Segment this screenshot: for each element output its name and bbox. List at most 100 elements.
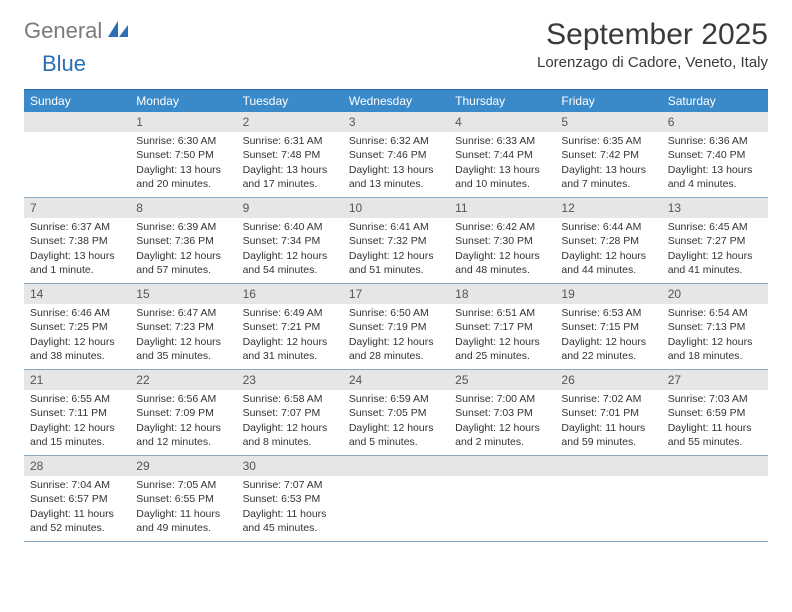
daylight-text: Daylight: 11 hours and 59 minutes. (561, 421, 655, 449)
sunset-text: Sunset: 6:53 PM (243, 492, 337, 506)
sunrise-text: Sunrise: 7:07 AM (243, 478, 337, 492)
cell-body: Sunrise: 6:33 AMSunset: 7:44 PMDaylight:… (449, 132, 555, 197)
cell-body: Sunrise: 6:44 AMSunset: 7:28 PMDaylight:… (555, 218, 661, 283)
sunset-text: Sunset: 7:07 PM (243, 406, 337, 420)
sunrise-text: Sunrise: 7:02 AM (561, 392, 655, 406)
daylight-text: Daylight: 12 hours and 18 minutes. (668, 335, 762, 363)
cell-body: Sunrise: 6:50 AMSunset: 7:19 PMDaylight:… (343, 304, 449, 369)
cell-body: Sunrise: 6:37 AMSunset: 7:38 PMDaylight:… (24, 218, 130, 283)
cell-body: Sunrise: 6:56 AMSunset: 7:09 PMDaylight:… (130, 390, 236, 455)
cell-body: Sunrise: 6:54 AMSunset: 7:13 PMDaylight:… (662, 304, 768, 369)
day-number: 23 (237, 370, 343, 390)
calendar-cell: 12Sunrise: 6:44 AMSunset: 7:28 PMDayligh… (555, 198, 661, 284)
sunset-text: Sunset: 7:27 PM (668, 234, 762, 248)
logo-text-gray: General (24, 18, 102, 44)
daylight-text: Daylight: 12 hours and 28 minutes. (349, 335, 443, 363)
day-header: Friday (555, 90, 661, 112)
daylight-text: Daylight: 13 hours and 10 minutes. (455, 163, 549, 191)
sunset-text: Sunset: 7:19 PM (349, 320, 443, 334)
calendar-cell: 8Sunrise: 6:39 AMSunset: 7:36 PMDaylight… (130, 198, 236, 284)
cell-body: Sunrise: 7:05 AMSunset: 6:55 PMDaylight:… (130, 476, 236, 541)
sunset-text: Sunset: 6:57 PM (30, 492, 124, 506)
sunrise-text: Sunrise: 6:53 AM (561, 306, 655, 320)
cell-body: Sunrise: 6:53 AMSunset: 7:15 PMDaylight:… (555, 304, 661, 369)
sunset-text: Sunset: 7:36 PM (136, 234, 230, 248)
cell-body: Sunrise: 7:03 AMSunset: 6:59 PMDaylight:… (662, 390, 768, 455)
cell-body: Sunrise: 6:51 AMSunset: 7:17 PMDaylight:… (449, 304, 555, 369)
cell-body: Sunrise: 7:07 AMSunset: 6:53 PMDaylight:… (237, 476, 343, 541)
sunrise-text: Sunrise: 6:51 AM (455, 306, 549, 320)
sunset-text: Sunset: 7:50 PM (136, 148, 230, 162)
day-number: 3 (343, 112, 449, 132)
sunrise-text: Sunrise: 6:46 AM (30, 306, 124, 320)
calendar-cell: 3Sunrise: 6:32 AMSunset: 7:46 PMDaylight… (343, 112, 449, 198)
sunrise-text: Sunrise: 6:40 AM (243, 220, 337, 234)
sunrise-text: Sunrise: 7:04 AM (30, 478, 124, 492)
calendar-cell: 17Sunrise: 6:50 AMSunset: 7:19 PMDayligh… (343, 284, 449, 370)
calendar-cell: 11Sunrise: 6:42 AMSunset: 7:30 PMDayligh… (449, 198, 555, 284)
calendar-cell: 25Sunrise: 7:00 AMSunset: 7:03 PMDayligh… (449, 370, 555, 456)
cell-body: Sunrise: 6:49 AMSunset: 7:21 PMDaylight:… (237, 304, 343, 369)
sunrise-text: Sunrise: 6:45 AM (668, 220, 762, 234)
day-number: 19 (555, 284, 661, 304)
calendar-cell: 18Sunrise: 6:51 AMSunset: 7:17 PMDayligh… (449, 284, 555, 370)
calendar-cell-empty (555, 456, 661, 542)
sunrise-text: Sunrise: 6:42 AM (455, 220, 549, 234)
calendar-cell: 27Sunrise: 7:03 AMSunset: 6:59 PMDayligh… (662, 370, 768, 456)
sunrise-text: Sunrise: 6:55 AM (30, 392, 124, 406)
sunset-text: Sunset: 7:34 PM (243, 234, 337, 248)
sunrise-text: Sunrise: 6:39 AM (136, 220, 230, 234)
calendar-cell: 1Sunrise: 6:30 AMSunset: 7:50 PMDaylight… (130, 112, 236, 198)
day-number: 10 (343, 198, 449, 218)
cell-body: Sunrise: 6:35 AMSunset: 7:42 PMDaylight:… (555, 132, 661, 197)
cell-body: Sunrise: 6:32 AMSunset: 7:46 PMDaylight:… (343, 132, 449, 197)
calendar-cell: 4Sunrise: 6:33 AMSunset: 7:44 PMDaylight… (449, 112, 555, 198)
day-number: 12 (555, 198, 661, 218)
location-label: Lorenzago di Cadore, Veneto, Italy (537, 54, 768, 71)
day-header: Saturday (662, 90, 768, 112)
sunrise-text: Sunrise: 6:56 AM (136, 392, 230, 406)
daylight-text: Daylight: 12 hours and 38 minutes. (30, 335, 124, 363)
calendar-cell: 15Sunrise: 6:47 AMSunset: 7:23 PMDayligh… (130, 284, 236, 370)
sunrise-text: Sunrise: 6:41 AM (349, 220, 443, 234)
sunset-text: Sunset: 6:59 PM (668, 406, 762, 420)
daylight-text: Daylight: 12 hours and 57 minutes. (136, 249, 230, 277)
day-number: 21 (24, 370, 130, 390)
calendar-cell: 29Sunrise: 7:05 AMSunset: 6:55 PMDayligh… (130, 456, 236, 542)
logo: General (24, 18, 132, 44)
calendar-cell-empty (662, 456, 768, 542)
cell-body: Sunrise: 6:42 AMSunset: 7:30 PMDaylight:… (449, 218, 555, 283)
day-number: 1 (130, 112, 236, 132)
sunset-text: Sunset: 7:38 PM (30, 234, 124, 248)
day-number: 22 (130, 370, 236, 390)
cell-body: Sunrise: 6:31 AMSunset: 7:48 PMDaylight:… (237, 132, 343, 197)
daylight-text: Daylight: 12 hours and 35 minutes. (136, 335, 230, 363)
cell-body: Sunrise: 6:58 AMSunset: 7:07 PMDaylight:… (237, 390, 343, 455)
daylight-text: Daylight: 13 hours and 20 minutes. (136, 163, 230, 191)
day-number: 11 (449, 198, 555, 218)
calendar-cell-empty (24, 112, 130, 198)
sunset-text: Sunset: 7:03 PM (455, 406, 549, 420)
daylight-text: Daylight: 13 hours and 13 minutes. (349, 163, 443, 191)
sunset-text: Sunset: 7:30 PM (455, 234, 549, 248)
sunrise-text: Sunrise: 6:44 AM (561, 220, 655, 234)
daylight-text: Daylight: 11 hours and 52 minutes. (30, 507, 124, 535)
daylight-text: Daylight: 12 hours and 5 minutes. (349, 421, 443, 449)
sunset-text: Sunset: 7:11 PM (30, 406, 124, 420)
sunrise-text: Sunrise: 7:05 AM (136, 478, 230, 492)
sunrise-text: Sunrise: 6:36 AM (668, 134, 762, 148)
sunset-text: Sunset: 7:01 PM (561, 406, 655, 420)
daylight-text: Daylight: 11 hours and 49 minutes. (136, 507, 230, 535)
daylight-text: Daylight: 13 hours and 4 minutes. (668, 163, 762, 191)
calendar-cell: 5Sunrise: 6:35 AMSunset: 7:42 PMDaylight… (555, 112, 661, 198)
calendar-cell: 28 Sunrise: 7:04 AMSunset: 6:57 PMDayligh… (24, 456, 130, 542)
day-number: 9 (237, 198, 343, 218)
daylight-text: Daylight: 12 hours and 2 minutes. (455, 421, 549, 449)
sunset-text: Sunset: 7:15 PM (561, 320, 655, 334)
day-number: 28 (24, 456, 130, 476)
calendar-grid: SundayMondayTuesdayWednesdayThursdayFrid… (24, 89, 768, 542)
cell-body: Sunrise: 6:47 AMSunset: 7:23 PMDaylight:… (130, 304, 236, 369)
daylight-text: Daylight: 12 hours and 31 minutes. (243, 335, 337, 363)
daylight-text: Daylight: 12 hours and 41 minutes. (668, 249, 762, 277)
calendar-cell: 23Sunrise: 6:58 AMSunset: 7:07 PMDayligh… (237, 370, 343, 456)
